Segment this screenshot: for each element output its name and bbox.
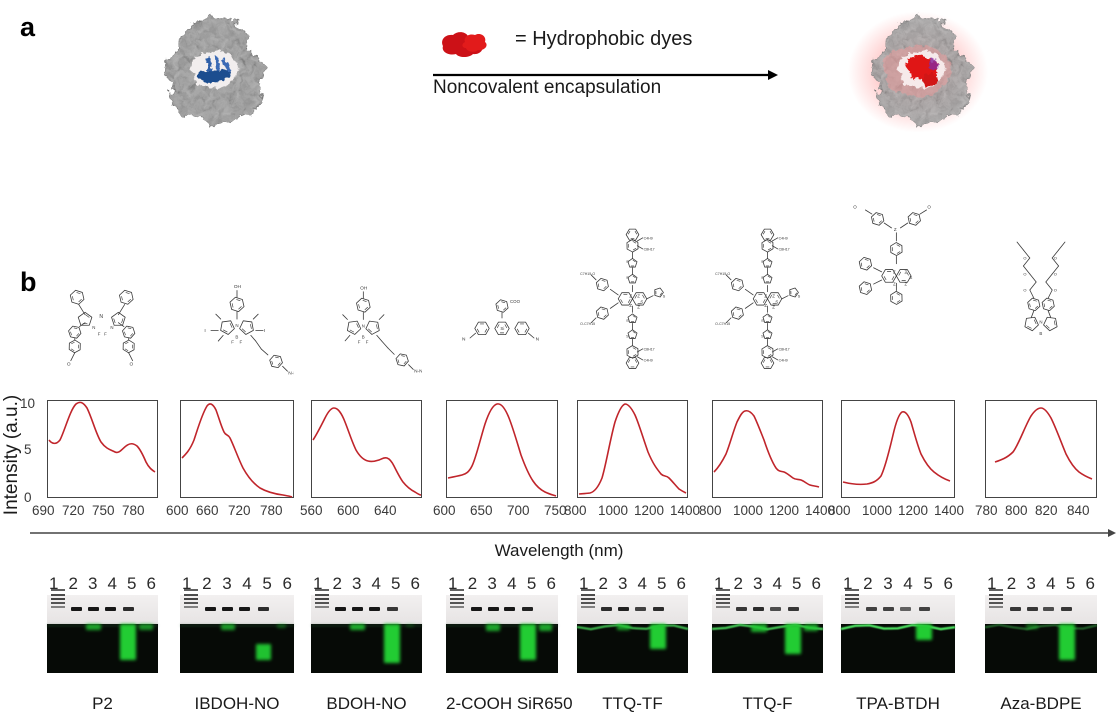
svg-text:Z: Z xyxy=(764,293,767,298)
svg-text:OH: OH xyxy=(234,284,242,290)
svg-text:C7H15-O: C7H15-O xyxy=(580,272,595,276)
svg-text:N: N xyxy=(1039,320,1042,325)
svg-text:N: N xyxy=(235,323,238,328)
svg-text:S: S xyxy=(663,293,666,298)
svg-text:N-NO: N-NO xyxy=(288,370,294,376)
svg-text:S: S xyxy=(761,259,764,264)
svg-text:Z: Z xyxy=(893,282,896,287)
svg-text:S: S xyxy=(775,300,778,305)
svg-text:Z: Z xyxy=(629,293,632,298)
svg-text:S: S xyxy=(798,293,801,298)
svg-text:Z: Z xyxy=(637,293,640,298)
svg-text:Z: Z xyxy=(764,303,767,308)
svg-text:O-C7H15: O-C7H15 xyxy=(580,322,595,326)
svg-text:O-C7H15: O-C7H15 xyxy=(715,322,730,326)
svg-text:COO: COO xyxy=(510,299,521,304)
svg-text:Si: Si xyxy=(500,326,504,331)
svg-text:O: O xyxy=(1054,272,1057,277)
svg-text:C7H15-O: C7H15-O xyxy=(715,272,730,276)
svg-text:Z: Z xyxy=(772,304,775,309)
svg-text:Z: Z xyxy=(905,269,908,274)
svg-text:O: O xyxy=(1054,256,1057,261)
svg-text:I: I xyxy=(264,328,265,334)
svg-text:N: N xyxy=(536,336,540,342)
svg-text:B: B xyxy=(362,335,365,340)
svg-text:N: N xyxy=(99,314,103,320)
svg-text:I: I xyxy=(204,328,205,334)
svg-text:O: O xyxy=(129,361,133,367)
svg-text:C4H9: C4H9 xyxy=(644,358,653,362)
svg-text:Z: Z xyxy=(772,293,775,298)
svg-text:S: S xyxy=(626,259,629,264)
svg-text:OH: OH xyxy=(360,285,368,291)
svg-text:C8H17: C8H17 xyxy=(779,347,790,351)
svg-text:F: F xyxy=(104,331,107,336)
svg-text:C4H9: C4H9 xyxy=(779,358,788,362)
svg-text:N: N xyxy=(362,323,365,328)
svg-text:S: S xyxy=(626,275,629,280)
svg-text:Z: Z xyxy=(629,303,632,308)
svg-text:O: O xyxy=(1023,288,1026,293)
svg-text:S: S xyxy=(761,334,764,339)
svg-text:Z: Z xyxy=(637,304,640,309)
svg-text:Z: Z xyxy=(894,227,897,232)
svg-text:N-NO: N-NO xyxy=(414,369,422,375)
svg-text:S: S xyxy=(761,318,764,323)
svg-text:N: N xyxy=(92,325,95,330)
svg-text:O: O xyxy=(1023,256,1026,261)
svg-text:B: B xyxy=(235,335,238,340)
svg-text:O: O xyxy=(67,361,71,367)
svg-text:C8H17: C8H17 xyxy=(644,347,655,351)
svg-text:S: S xyxy=(626,318,629,323)
svg-text:C4H9: C4H9 xyxy=(644,236,653,240)
svg-text:S: S xyxy=(909,275,912,280)
svg-text:N: N xyxy=(462,336,466,342)
svg-text:Z: Z xyxy=(893,269,896,274)
svg-text:F: F xyxy=(239,340,242,345)
svg-text:S: S xyxy=(626,334,629,339)
svg-text:S: S xyxy=(640,300,643,305)
svg-text:F: F xyxy=(358,339,361,344)
svg-text:F: F xyxy=(98,331,101,336)
svg-text:O: O xyxy=(853,204,857,209)
svg-text:F: F xyxy=(231,340,234,345)
svg-text:O: O xyxy=(1023,272,1026,277)
svg-text:C8H17: C8H17 xyxy=(779,247,790,251)
svg-text:S: S xyxy=(761,275,764,280)
svg-text:C4H9: C4H9 xyxy=(779,236,788,240)
svg-text:C8H17: C8H17 xyxy=(644,247,655,251)
svg-text:B: B xyxy=(1039,331,1042,336)
svg-text:O: O xyxy=(927,204,931,209)
svg-text:F: F xyxy=(366,339,369,344)
svg-text:N: N xyxy=(110,325,113,330)
svg-text:O: O xyxy=(1054,288,1057,293)
